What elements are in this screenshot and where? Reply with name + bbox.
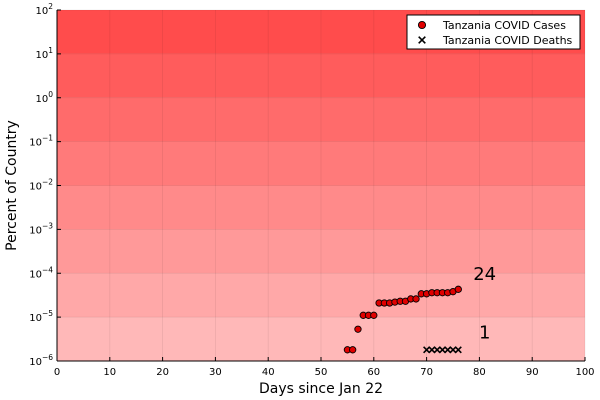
legend-death-marker <box>418 36 426 44</box>
y-tick-label: 101 <box>35 46 53 61</box>
x-tick-label: 0 <box>54 367 60 378</box>
y-axis-label: Percent of Country <box>4 120 20 251</box>
y-tick-label: 10−6 <box>29 353 53 368</box>
data-points <box>343 285 462 354</box>
death-point <box>423 346 431 354</box>
y-axis-ticks: 10−6 10−5 10−4 10−3 10−2 10−1 100 101 102 <box>29 2 61 368</box>
legend: Tanzania COVID Cases Tanzania COVID Death… <box>406 14 581 50</box>
case-point <box>349 346 357 354</box>
background-band <box>57 53 585 98</box>
x-tick-label: 100 <box>575 367 594 378</box>
case-point <box>412 295 420 303</box>
legend-case-marker <box>417 20 427 30</box>
annotation-label: 1 <box>479 322 490 343</box>
death-point <box>449 346 457 354</box>
x-tick-label: 70 <box>420 367 433 378</box>
background-band <box>57 97 585 142</box>
death-point <box>433 346 441 354</box>
background-band <box>57 273 585 318</box>
x-tick-label: 10 <box>103 367 116 378</box>
x-axis-ticks: 0 10 20 30 40 50 60 70 80 90 100 <box>54 357 595 378</box>
annotation-label: 24 <box>473 264 496 285</box>
background-band <box>57 229 585 274</box>
legend-entry-label: Tanzania COVID Deaths <box>442 34 573 47</box>
death-point <box>428 346 436 354</box>
x-tick-label: 30 <box>209 367 222 378</box>
y-tick-label: 10−1 <box>29 134 53 149</box>
x-tick-label: 90 <box>526 367 539 378</box>
case-point <box>370 311 378 319</box>
death-point <box>438 346 447 354</box>
death-point-stroke <box>449 346 457 354</box>
y-tick-label: 102 <box>35 2 53 17</box>
x-tick-label: 20 <box>156 367 169 378</box>
legend-death-stroke <box>418 36 426 44</box>
background-bands <box>57 10 585 361</box>
death-point <box>444 346 452 354</box>
annotations: 24 1 <box>473 264 496 343</box>
y-tick-label: 100 <box>35 90 53 105</box>
case-point <box>354 325 362 333</box>
death-point-stroke <box>433 346 441 354</box>
y-tick-label: 10−4 <box>29 265 53 280</box>
x-tick-label: 60 <box>367 367 380 378</box>
case-point <box>454 285 462 293</box>
background-band <box>57 141 585 186</box>
background-band <box>57 185 585 230</box>
x-tick-label: 40 <box>262 367 275 378</box>
background-band <box>57 317 585 361</box>
x-axis-label: Days since Jan 22 <box>259 381 383 397</box>
y-tick-label: 10−3 <box>29 221 53 236</box>
legend-box <box>406 14 581 50</box>
x-tick-label: 80 <box>473 367 486 378</box>
death-point <box>454 346 462 354</box>
death-point-stroke <box>423 346 431 354</box>
death-point-stroke <box>428 346 436 354</box>
death-point-stroke <box>438 346 447 354</box>
legend-entry-label: Tanzania COVID Cases <box>442 19 566 32</box>
death-point-stroke <box>444 346 452 354</box>
death-point-stroke <box>454 346 462 354</box>
y-tick-label: 10−5 <box>29 309 53 324</box>
y-tick-label: 10−2 <box>29 178 53 193</box>
x-tick-label: 50 <box>315 367 328 378</box>
